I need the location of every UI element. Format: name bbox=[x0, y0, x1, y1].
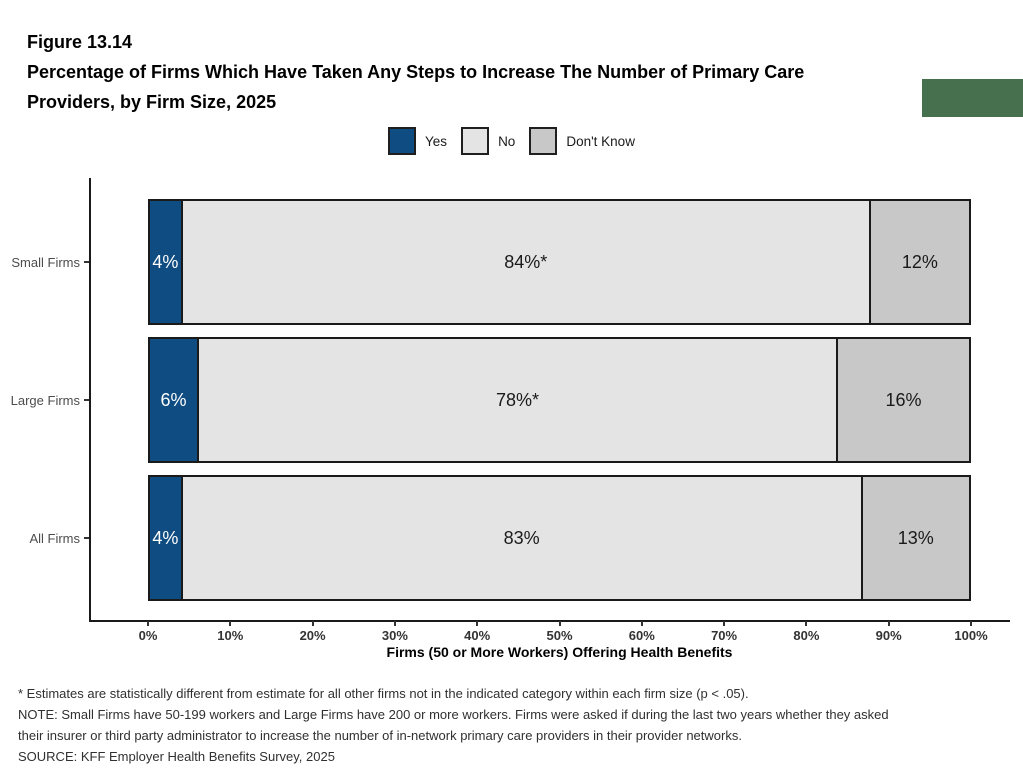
footnote-source: SOURCE: KFF Employer Health Benefits Sur… bbox=[18, 749, 335, 764]
bar-segment: 83% bbox=[182, 477, 863, 599]
y-axis-tick bbox=[84, 261, 89, 263]
legend-item: Don't Know bbox=[529, 127, 635, 155]
x-tick-label: 40% bbox=[464, 628, 491, 643]
legend-swatch bbox=[388, 127, 417, 155]
legend-label: Yes bbox=[425, 133, 448, 149]
bar-segment: 12% bbox=[870, 201, 969, 323]
bar-segment-label: 16% bbox=[885, 389, 922, 410]
x-axis-line bbox=[89, 620, 1010, 622]
x-axis-tick bbox=[887, 621, 890, 626]
figure-title-block: Figure 13.14 Percentage of Firms Which H… bbox=[27, 27, 804, 117]
bar-segment-label: 13% bbox=[897, 527, 934, 548]
x-axis-tick bbox=[558, 621, 561, 626]
y-axis-label: Small Firms bbox=[11, 254, 80, 270]
legend-swatch bbox=[461, 127, 490, 155]
x-axis-title: Firms (50 or More Workers) Offering Heal… bbox=[386, 644, 733, 660]
bar-segment-label: 83% bbox=[503, 527, 540, 548]
bar-segment-label: 4% bbox=[152, 527, 179, 548]
x-tick-label: 60% bbox=[628, 628, 655, 643]
x-axis-tick bbox=[393, 621, 396, 626]
figure-title-line1: Percentage of Firms Which Have Taken Any… bbox=[27, 62, 805, 82]
x-axis-tick bbox=[147, 621, 149, 626]
bar-segment-label: 84%* bbox=[504, 251, 548, 272]
bar-segment-label: 12% bbox=[901, 251, 938, 272]
x-tick-label: 100% bbox=[954, 628, 988, 643]
x-tick-label: 30% bbox=[381, 628, 408, 643]
x-axis-tick bbox=[970, 621, 972, 626]
x-tick-label: 50% bbox=[546, 628, 573, 643]
x-tick-label: 90% bbox=[875, 628, 902, 643]
footnote-asterisk: * Estimates are statistically different … bbox=[18, 686, 749, 701]
y-axis-label: All Firms bbox=[29, 530, 80, 546]
y-axis-tick bbox=[84, 399, 89, 401]
bar-segment: 13% bbox=[862, 477, 969, 599]
bar-row: 4% 83% 13% bbox=[148, 475, 971, 601]
bar-segment: 16% bbox=[837, 339, 969, 461]
y-axis-label: Large Firms bbox=[10, 392, 80, 408]
figure-title-line2: Providers, by Firm Size, 2025 bbox=[27, 92, 277, 112]
bar-segment: 84%* bbox=[182, 201, 871, 323]
legend-swatch bbox=[529, 127, 558, 155]
bar-segment: 78%* bbox=[199, 339, 838, 461]
bar-segment-label: 78%* bbox=[496, 389, 540, 410]
bar-segment: 4% bbox=[150, 477, 183, 599]
legend-item: No bbox=[461, 127, 515, 155]
bar-row: 6% 78%* 16% bbox=[148, 337, 971, 463]
chart-legend: Yes No Don't Know bbox=[0, 127, 1023, 155]
bar-segment-label: 6% bbox=[160, 389, 187, 410]
bar-segment: 4% bbox=[150, 201, 183, 323]
legend-label: No bbox=[498, 133, 516, 149]
legend-item: Yes bbox=[388, 127, 447, 155]
x-axis-tick bbox=[476, 621, 479, 626]
bar-segment: 6% bbox=[150, 339, 200, 461]
bar-segment-label: 4% bbox=[152, 251, 179, 272]
legend-label: Don't Know bbox=[566, 133, 635, 149]
x-tick-label: 70% bbox=[711, 628, 738, 643]
x-tick-label: 80% bbox=[793, 628, 820, 643]
y-axis-tick bbox=[84, 537, 89, 539]
figure-number: Figure 13.14 bbox=[27, 32, 133, 52]
x-axis-tick bbox=[805, 621, 808, 626]
x-tick-label: 10% bbox=[217, 628, 244, 643]
footnote-note-line2: their insurer or third party administrat… bbox=[18, 728, 742, 743]
bar-row: 4% 84%* 12% bbox=[148, 199, 971, 325]
footnote-note-line1: NOTE: Small Firms have 50-199 workers an… bbox=[18, 707, 889, 722]
x-tick-label: 0% bbox=[138, 628, 158, 643]
x-axis-tick bbox=[723, 621, 726, 626]
footnotes: * Estimates are statistically different … bbox=[18, 683, 889, 767]
x-axis-tick bbox=[311, 621, 314, 626]
x-tick-label: 20% bbox=[299, 628, 326, 643]
green-corner-block bbox=[922, 79, 1023, 117]
x-axis-tick bbox=[229, 621, 232, 626]
x-axis-tick bbox=[640, 621, 643, 626]
y-axis-line bbox=[89, 178, 91, 622]
